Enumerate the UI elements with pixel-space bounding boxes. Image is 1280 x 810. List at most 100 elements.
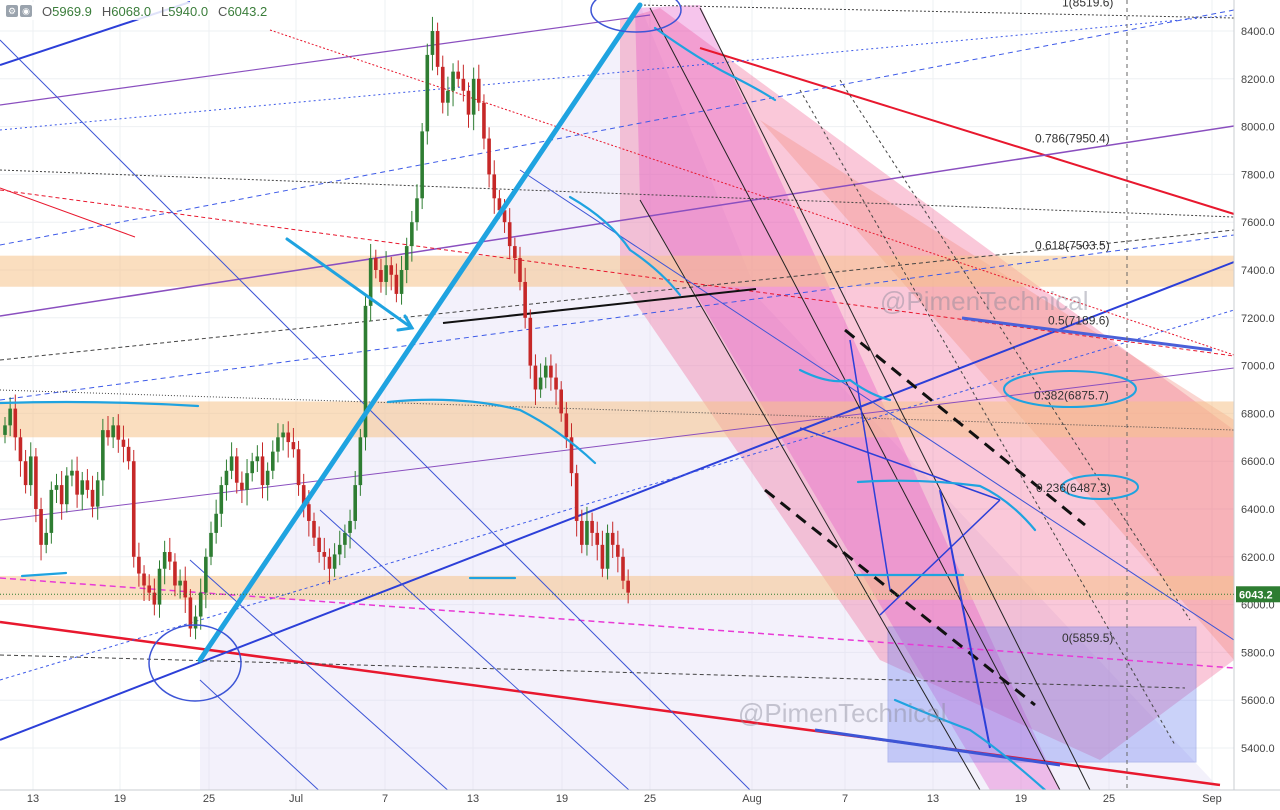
candle-body	[80, 480, 85, 495]
x-tick-label: 7	[842, 793, 848, 805]
circle-0236	[1061, 474, 1139, 500]
watermark: @PimenTechnical	[738, 698, 946, 728]
hide-icon[interactable]: ◉	[20, 5, 32, 17]
candle-body	[466, 90, 471, 115]
fib-label: 0.236(6487.3)	[1036, 481, 1111, 495]
candle-body	[255, 456, 260, 462]
candle-body	[296, 449, 301, 486]
candle-body	[600, 544, 605, 569]
trend-line	[199, 679, 341, 810]
candle-body	[477, 78, 481, 103]
trend-line	[0, 654, 1186, 689]
circle-high	[590, 0, 682, 33]
trend-line	[269, 29, 1235, 356]
settings-icon[interactable]: ⚙	[6, 5, 18, 17]
y-tick-label: 8400.0	[1241, 26, 1275, 38]
trend-line	[0, 577, 1235, 669]
trend-line	[0, 125, 1235, 317]
salmon-triangle	[760, 120, 1234, 660]
trend-line	[639, 4, 1235, 19]
fib-label: 1(8519.6)	[1062, 0, 1113, 9]
candle-body	[420, 131, 424, 199]
trend-line	[699, 7, 1091, 791]
trend-line	[839, 79, 1191, 621]
candle-body	[585, 520, 589, 545]
x-tick-label: 25	[203, 793, 215, 805]
candle-body	[13, 408, 18, 438]
y-tick-label: 6600.0	[1241, 456, 1275, 468]
candle-body	[343, 532, 347, 545]
y-tick-label: 6000.0	[1241, 600, 1275, 612]
candle-body	[353, 485, 357, 521]
candle-body	[471, 78, 476, 115]
candle-body	[276, 437, 280, 452]
candle-body	[173, 561, 177, 586]
circle-low	[148, 624, 242, 702]
x-tick-label: 13	[927, 793, 939, 805]
axis-bg	[1234, 0, 1280, 810]
candle-body	[513, 246, 517, 259]
candle-body	[451, 71, 455, 91]
candle-body	[260, 456, 265, 486]
hand-stroke	[856, 479, 1037, 532]
trend-line	[0, 309, 1235, 681]
trend-line	[0, 189, 1235, 357]
candle-body	[126, 446, 131, 462]
candle-body	[626, 580, 630, 593]
y-tick-label: 6400.0	[1241, 504, 1275, 516]
trend-line	[0, 229, 1235, 361]
candle-body	[327, 556, 332, 569]
y-tick-label: 8000.0	[1241, 122, 1275, 134]
candle-body	[528, 317, 533, 366]
candle-body	[435, 31, 440, 67]
hand-stroke	[653, 26, 777, 102]
candle-body	[538, 377, 543, 390]
candle-body	[39, 509, 43, 545]
candle-body	[44, 532, 48, 545]
trend-line	[0, 169, 1235, 218]
fib-labels: 1(8519.6) 0.786(7950.4) 0.618(7503.5) 0.5(7…	[1034, 0, 1113, 645]
candle-body	[59, 485, 64, 505]
trend-line	[844, 328, 1086, 527]
y-tick-label: 7200.0	[1241, 313, 1275, 325]
candle-body	[3, 425, 7, 435]
trend-line	[764, 488, 1036, 707]
candle-body	[8, 408, 12, 426]
circle-0382	[1003, 370, 1137, 408]
fib-label: 0.618(7503.5)	[1035, 238, 1110, 252]
candle-body	[65, 475, 69, 505]
trend-lines	[0, 0, 1235, 810]
trend-line	[939, 489, 991, 749]
time-axis: 13 19 25 Jul 7 13 19 25 Aug 7 13 19 25 Sep	[0, 789, 1280, 810]
candle-body	[142, 573, 146, 586]
hand-stroke	[0, 400, 200, 408]
candle-body	[543, 365, 548, 378]
trend-line	[814, 728, 1061, 767]
candle-body	[240, 482, 244, 490]
trend-line	[799, 427, 1001, 501]
fib-label: 0.5(7189.6)	[1048, 313, 1109, 327]
candle-body	[564, 413, 569, 438]
ohlc-close: C6043.2	[218, 3, 268, 19]
trend-line	[0, 234, 1235, 401]
trend-line	[639, 199, 981, 791]
x-tick-label: Aug	[742, 793, 762, 805]
candle-body	[152, 592, 157, 605]
candle-body	[307, 504, 311, 521]
candle-body	[574, 473, 579, 521]
candles	[3, 16, 630, 640]
candle-body	[111, 425, 115, 438]
candle-body	[322, 552, 327, 557]
x-tick-label: 13	[27, 793, 39, 805]
candle-body	[348, 520, 352, 533]
candle-body	[106, 430, 110, 438]
resistance-band	[0, 401, 1234, 438]
candle-body	[492, 174, 497, 199]
legend-buttons[interactable]: ⚙ ◉	[6, 5, 32, 17]
candle-body	[131, 461, 136, 557]
trend-line	[0, 14, 1235, 131]
time-axis-bg	[0, 790, 1280, 810]
